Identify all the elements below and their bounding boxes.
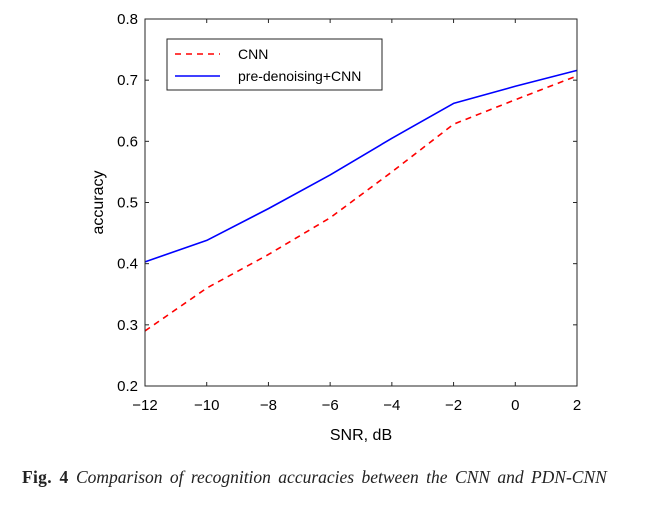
series-line-cnn: [144, 75, 578, 332]
y-axis-label: accuracy: [90, 170, 107, 234]
x-tick-label: −6: [322, 397, 339, 414]
y-tick-label: 0.2: [117, 378, 138, 395]
x-tick-label: −2: [445, 397, 462, 414]
y-tick-label: 0.5: [117, 195, 138, 212]
accuracy-chart: −12 −10 −8 −6 −4 −2 0 2 0.2 0.3 0.4 0.5 0.6 0.7 0.8 SN…: [90, 11, 581, 444]
x-tick-label: −12: [132, 397, 157, 414]
y-tick-label: 0.8: [117, 11, 138, 28]
x-axis-label: SNR, dB: [330, 427, 392, 444]
y-tick-label: 0.3: [117, 317, 138, 334]
y-tick-label: 0.7: [117, 72, 138, 89]
legend: CNN pre-denoising+CNN: [166, 38, 383, 91]
plot-frame: [144, 18, 578, 387]
y-tick-label: 0.4: [117, 256, 138, 273]
legend-box: [166, 38, 383, 91]
x-tick-label: 0: [511, 397, 519, 414]
legend-label-cnn: CNN: [238, 46, 268, 62]
caption-figure-number: Fig. 4: [22, 467, 69, 487]
figure-caption: Fig. 4 Comparison of recognition accurac…: [22, 466, 637, 489]
x-tick-label: −10: [194, 397, 219, 414]
x-tick-label: −8: [260, 397, 277, 414]
y-tick-label: 0.6: [117, 133, 138, 150]
caption-text: Comparison of recognition accuracies bet…: [75, 467, 607, 487]
legend-label-pdn-cnn: pre-denoising+CNN: [238, 68, 361, 84]
x-tick-label: −4: [383, 397, 400, 414]
x-tick-label: 2: [573, 397, 581, 414]
series-line-pdn-cnn: [144, 69, 578, 263]
series-layer: [144, 69, 578, 332]
tick-label-layer: −12 −10 −8 −6 −4 −2 0 2 0.2 0.3 0.4 0.5 0.6 0.7 0.8: [117, 11, 581, 414]
